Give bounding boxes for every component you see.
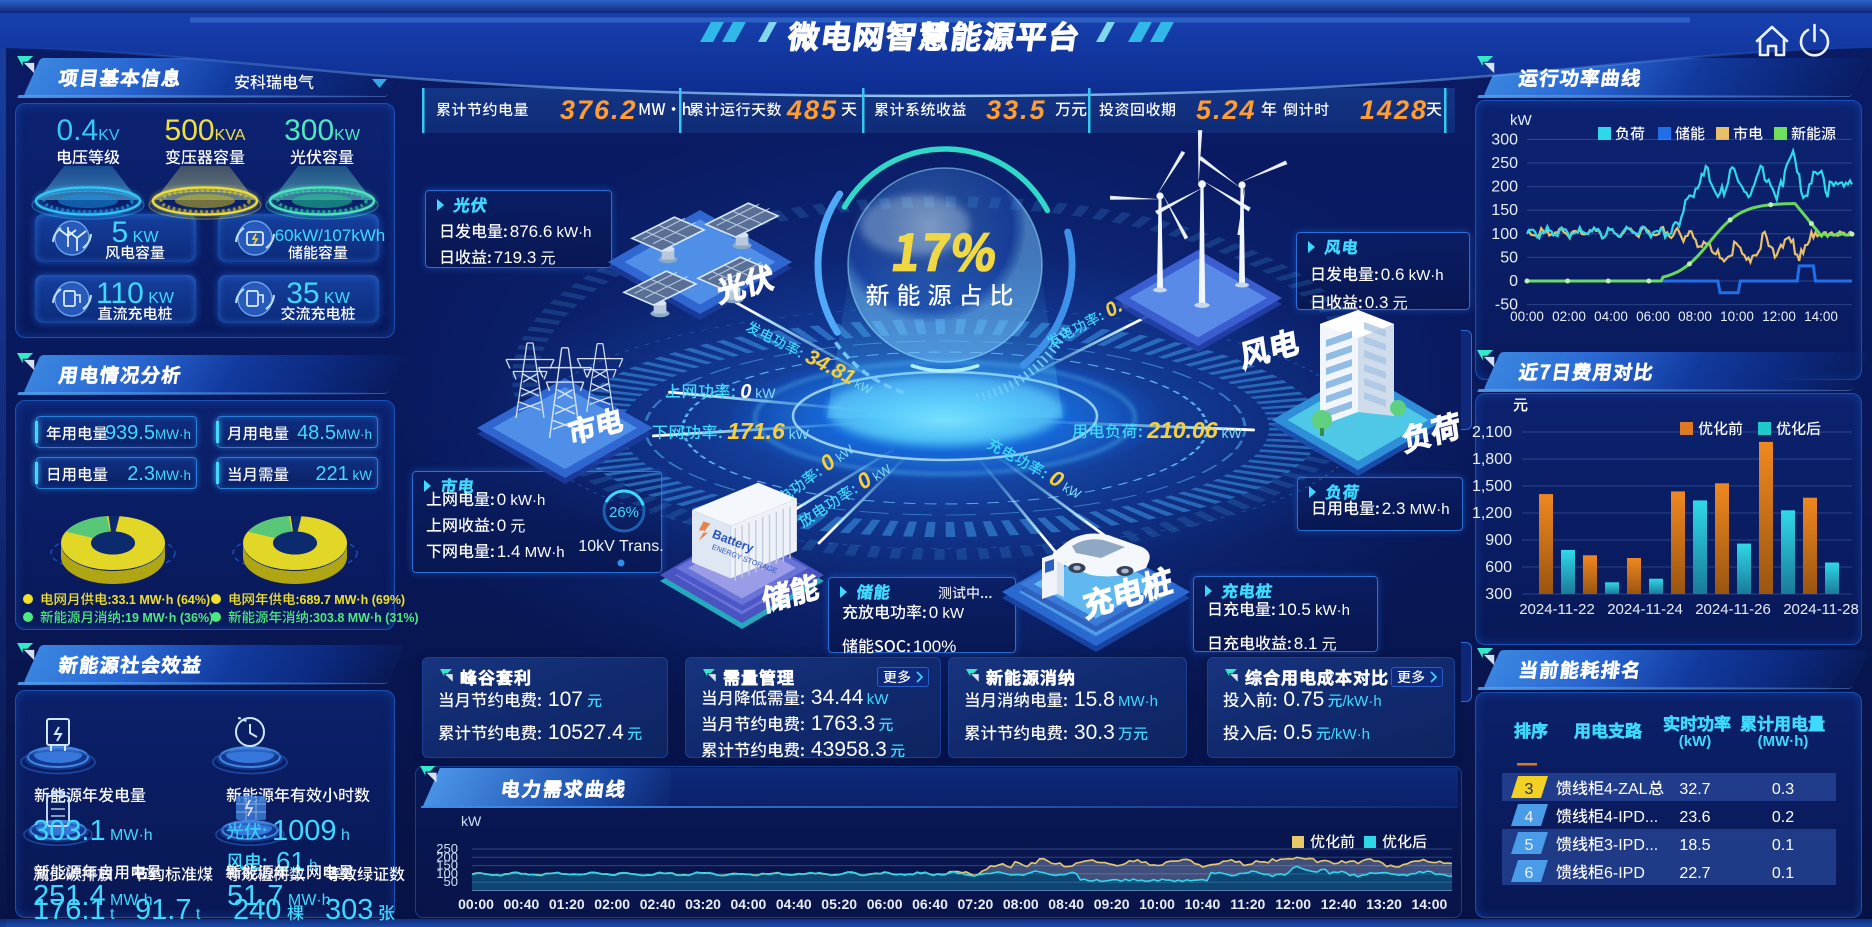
svg-text:0 kW: 0 kW [740, 381, 776, 403]
svg-text:34.81 kW: 34.81 kW [802, 345, 878, 399]
svg-text:ENERGY STORAGE: ENERGY STORAGE [711, 542, 779, 575]
svg-text:0 kW: 0 kW [815, 435, 858, 476]
svg-text:0 kW: 0 kW [852, 454, 895, 494]
svg-text:171.6 kW: 171.6 kW [727, 418, 809, 444]
svg-text:0 kW: 0 kW [1045, 465, 1088, 504]
svg-text:0.04 kW: 0.04 kW [1101, 274, 1165, 322]
svg-text:Battery: Battery [710, 527, 755, 556]
svg-text:210.06 kW: 210.06 kW [1146, 417, 1242, 443]
